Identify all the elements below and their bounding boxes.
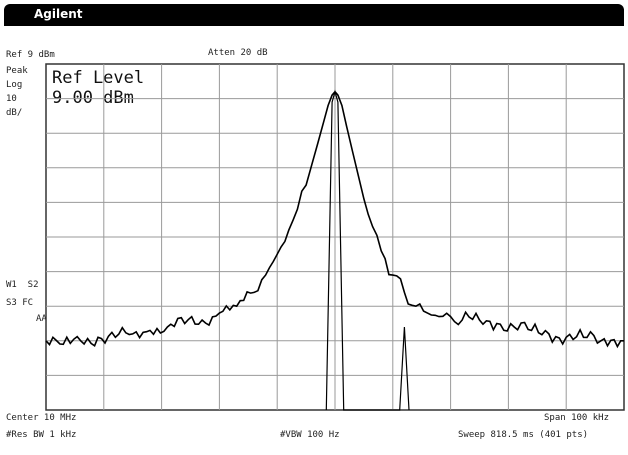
brand-logo: Agilent — [34, 7, 83, 21]
scale-value-label: 10 — [6, 94, 17, 104]
sweep-time-readout: Sweep 818.5 ms (401 pts) — [458, 430, 589, 440]
trace-state-label: W1 S2 — [6, 280, 39, 290]
trace-group — [45, 89, 624, 411]
trace-2-line — [325, 89, 410, 411]
span-readout: Span 100 kHz — [544, 413, 610, 423]
video-bandwidth-readout: #VBW 100 Hz — [280, 430, 340, 440]
resolution-bandwidth-readout: #Res BW 1 kHz — [6, 430, 77, 440]
title-bar: Agilent — [4, 4, 624, 26]
scale-type-label: Log — [6, 80, 23, 90]
active-function-value: 9.00 dBm — [52, 88, 134, 108]
graticule — [45, 63, 625, 411]
detector-peak-label: Peak — [6, 66, 28, 76]
s3-fc-label: S3 FC — [6, 298, 34, 308]
attenuation-readout: Atten 20 dB — [208, 48, 268, 58]
active-function-label: Ref Level — [52, 68, 145, 88]
trace-1-line — [45, 90, 624, 349]
active-function-box: Ref Level 9.00 dBm — [52, 68, 144, 108]
ref-level-readout: Ref 9 dBm — [6, 50, 55, 60]
aa-label: AA — [36, 314, 47, 324]
center-frequency-readout: Center 10 MHz — [6, 413, 77, 423]
scale-unit-label: dB/ — [6, 108, 23, 118]
